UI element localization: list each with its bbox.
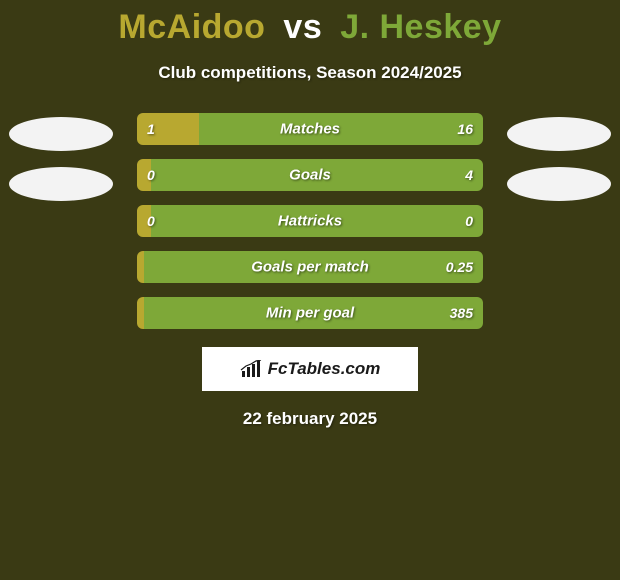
bar-right-value: 16 [457,121,473,137]
brand-text: FcTables.com [268,359,381,379]
bar-left-value: 0 [147,213,155,229]
right-ellipse-column [501,113,611,201]
bar-right-value: 0 [465,213,473,229]
bar-row: 1 Matches 16 [137,113,483,145]
comparison-infographic: McAidoo vs J. Heskey Club competitions, … [0,0,620,580]
bar-left-value: 0 [147,167,155,183]
bar-left-fill [137,251,144,283]
bar-left-fill [137,297,144,329]
footer-date: 22 february 2025 [0,409,620,429]
bar-label: Matches [280,121,340,138]
bar-label: Hattricks [278,213,342,230]
subtitle: Club competitions, Season 2024/2025 [0,63,620,83]
page-title: McAidoo vs J. Heskey [0,0,620,47]
bar-right-fill [199,113,483,145]
bar-right-value: 385 [450,305,473,321]
brand-badge: FcTables.com [202,347,418,391]
bar-label: Min per goal [266,305,354,322]
brand-chart-icon [240,360,262,378]
decorative-ellipse [507,167,611,201]
player1-name: McAidoo [118,8,265,46]
bar-right-value: 0.25 [446,259,473,275]
bar-label: Goals [289,167,331,184]
decorative-ellipse [9,117,113,151]
bar-right-value: 4 [465,167,473,183]
vs-text: vs [283,8,322,46]
decorative-ellipse [9,167,113,201]
bar-label: Goals per match [251,259,369,276]
content-row: 1 Matches 16 0 Goals 4 0 Hattricks 0 Goals per ma… [0,113,620,329]
bar-row: 0 Hattricks 0 [137,205,483,237]
bar-left-value: 1 [147,121,155,137]
left-ellipse-column [9,113,119,201]
comparison-bars: 1 Matches 16 0 Goals 4 0 Hattricks 0 Goals per ma… [137,113,483,329]
bar-row: Goals per match 0.25 [137,251,483,283]
player2-name: J. Heskey [340,8,501,46]
bar-row: Min per goal 385 [137,297,483,329]
decorative-ellipse [507,117,611,151]
bar-row: 0 Goals 4 [137,159,483,191]
